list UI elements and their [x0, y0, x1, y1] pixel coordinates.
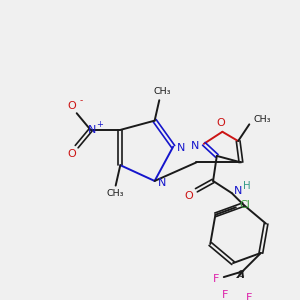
Text: O: O — [68, 101, 76, 111]
Text: N: N — [191, 141, 200, 151]
Text: O: O — [184, 191, 193, 201]
Text: CH₃: CH₃ — [153, 87, 171, 96]
Text: N: N — [234, 186, 242, 196]
Text: H: H — [243, 181, 250, 190]
Text: F: F — [221, 290, 228, 300]
Text: O: O — [68, 149, 76, 159]
Text: -: - — [80, 96, 83, 105]
Text: N: N — [176, 143, 185, 154]
Text: +: + — [97, 120, 103, 129]
Text: F: F — [246, 293, 252, 300]
Text: N: N — [88, 125, 97, 135]
Text: O: O — [216, 118, 225, 128]
Text: N: N — [158, 178, 166, 188]
Text: F: F — [213, 274, 220, 284]
Text: CH₃: CH₃ — [254, 115, 271, 124]
Text: Cl: Cl — [240, 200, 250, 210]
Text: C: C — [237, 270, 244, 279]
Text: CH₃: CH₃ — [107, 189, 124, 198]
